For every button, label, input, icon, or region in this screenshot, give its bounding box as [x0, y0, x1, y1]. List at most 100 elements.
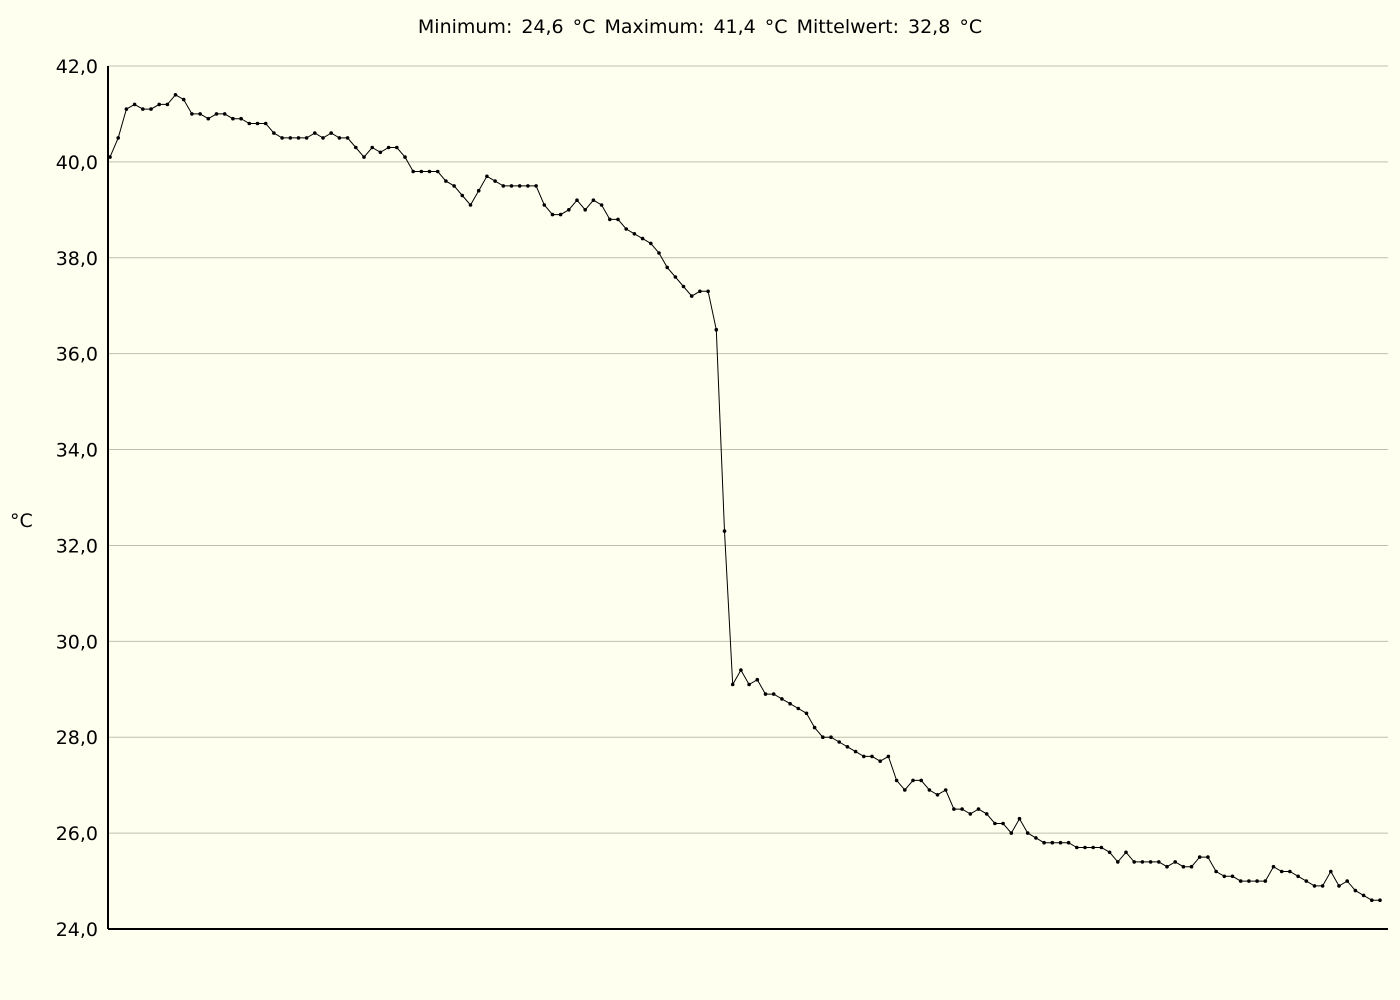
data-point	[952, 807, 956, 811]
data-point	[1288, 869, 1292, 874]
data-point	[321, 136, 325, 140]
data-point	[1107, 850, 1112, 855]
data-point	[165, 102, 170, 107]
data-point	[1378, 898, 1382, 902]
data-point	[886, 754, 891, 759]
data-point	[493, 179, 497, 183]
data-point	[730, 682, 735, 687]
data-point	[780, 697, 784, 701]
data-point	[1189, 864, 1194, 869]
data-point	[1329, 869, 1333, 874]
data-point	[345, 136, 350, 140]
data-point	[116, 136, 120, 140]
data-point	[476, 188, 481, 193]
data-point	[550, 212, 555, 217]
data-point	[788, 701, 792, 706]
y-tick-label: 28,0	[56, 727, 98, 749]
min-unit: °C	[573, 16, 596, 38]
data-point	[829, 735, 833, 739]
data-point	[206, 116, 211, 121]
data-point	[411, 169, 416, 174]
data-point	[1001, 821, 1005, 826]
data-point	[247, 121, 252, 126]
data-point	[558, 212, 563, 217]
data-point	[935, 793, 940, 797]
y-tick-label: 36,0	[56, 344, 98, 366]
data-point	[263, 121, 268, 126]
data-point	[1230, 874, 1235, 879]
data-point	[960, 807, 964, 811]
data-point	[665, 265, 669, 270]
data-point	[313, 131, 317, 135]
data-point	[1017, 816, 1022, 821]
data-point	[747, 682, 751, 687]
data-point	[575, 198, 579, 202]
data-point	[812, 725, 817, 730]
gridlines	[108, 65, 1388, 834]
data-point	[444, 179, 448, 183]
data-point	[1181, 864, 1186, 869]
data-point	[821, 735, 825, 739]
data-point	[943, 788, 948, 792]
data-point	[1148, 860, 1153, 864]
data-point	[993, 821, 997, 826]
data-point	[468, 203, 473, 207]
data-point	[1050, 840, 1055, 845]
data-point	[1247, 879, 1251, 883]
data-point	[657, 251, 661, 255]
max-value: 41,4	[713, 16, 755, 38]
data-point	[419, 169, 424, 174]
data-point	[157, 102, 161, 107]
min-label: Minimum:	[418, 16, 512, 38]
data-point	[1271, 864, 1276, 869]
chart-summary: Minimum: 24,6 °C Maximum: 41,4 °C Mittelwert: 3…	[418, 16, 982, 38]
data-point	[1042, 840, 1046, 845]
data-point	[1206, 855, 1210, 859]
data-point	[149, 107, 153, 111]
data-point	[304, 136, 309, 140]
data-point	[1263, 879, 1268, 883]
max-label: Maximum:	[604, 16, 704, 38]
data-point	[501, 184, 506, 188]
data-point	[739, 668, 743, 672]
data-point	[878, 759, 882, 763]
data-point	[403, 155, 407, 159]
series-temperature	[108, 93, 1382, 902]
data-point	[763, 692, 768, 696]
data-point	[370, 145, 375, 150]
y-tick-label: 34,0	[56, 440, 98, 462]
data-point	[755, 677, 760, 682]
data-point	[567, 208, 571, 212]
data-point	[517, 184, 522, 188]
data-point	[968, 812, 973, 816]
data-point	[1337, 884, 1341, 888]
data-point	[272, 131, 276, 135]
data-point	[976, 807, 981, 811]
data-point	[862, 754, 866, 759]
data-point	[280, 136, 284, 140]
data-point	[1091, 845, 1095, 850]
data-point	[927, 788, 932, 792]
y-tick-label: 30,0	[56, 631, 98, 653]
data-point	[984, 812, 989, 816]
data-point	[1157, 860, 1161, 864]
data-point	[337, 136, 342, 140]
data-point	[1345, 879, 1349, 883]
data-point	[452, 184, 456, 188]
data-point	[1370, 898, 1374, 902]
data-point	[1116, 860, 1120, 864]
data-point	[1238, 879, 1243, 883]
data-point	[329, 131, 334, 135]
data-point	[706, 289, 710, 294]
data-point	[689, 294, 694, 298]
y-tick-label: 38,0	[56, 248, 98, 270]
data-point	[214, 112, 219, 116]
data-point	[255, 121, 260, 126]
data-point	[239, 116, 243, 121]
data-point	[141, 107, 145, 111]
data-point	[894, 778, 899, 783]
data-point	[616, 217, 620, 222]
data-point	[837, 740, 841, 744]
data-point	[1304, 879, 1309, 883]
data-point	[853, 749, 858, 754]
